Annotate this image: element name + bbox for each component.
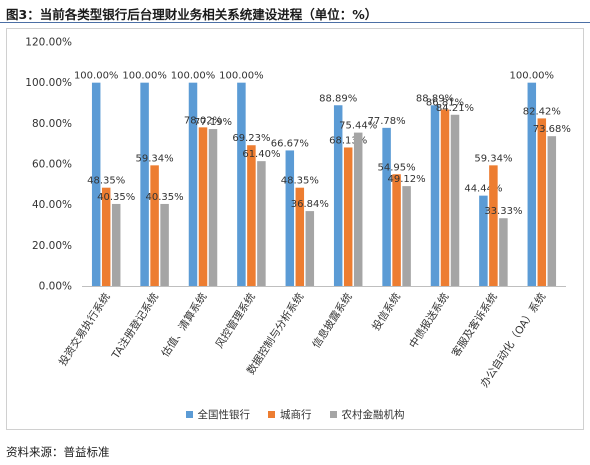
bar — [111, 203, 121, 286]
y-tick-label: 20.00% — [32, 240, 72, 252]
data-label: 54.95% — [378, 162, 416, 173]
data-label: 86.81% — [426, 97, 464, 108]
x-tick-label: 信息披露系统 — [310, 290, 355, 350]
legend-label-city: 城商行 — [280, 409, 312, 421]
y-tick-label: 120.00% — [25, 37, 72, 49]
data-label: 59.34% — [136, 153, 174, 164]
x-tick-label: 估值、清算系统 — [159, 290, 210, 359]
data-label: 88.89% — [416, 93, 454, 104]
bar — [237, 82, 246, 287]
source-note: 资料来源：普益标准 — [6, 445, 110, 459]
x-tick-label: 投信系统 — [369, 290, 403, 333]
bar — [527, 82, 537, 287]
chart-legend: 全国性银行 城商行 农村金融机构 — [0, 407, 590, 422]
legend-item-city: 城商行 — [268, 407, 312, 422]
y-tick-label: 80.00% — [32, 118, 72, 130]
title-rule — [0, 22, 590, 23]
y-tick-label: 40.00% — [32, 199, 72, 211]
bar — [353, 132, 363, 286]
x-tick-label: TA注册登记系统 — [108, 290, 161, 362]
data-label: 73.68% — [533, 124, 571, 135]
bar — [101, 187, 111, 286]
bar — [479, 195, 488, 286]
data-label: 68.13% — [329, 135, 367, 146]
data-label: 48.35% — [87, 176, 125, 187]
data-label: 100.00% — [171, 71, 216, 82]
x-tick-label: 投资交易执行系统 — [56, 290, 113, 368]
legend-swatch-rural — [329, 411, 337, 418]
bar — [402, 186, 411, 286]
bar — [160, 203, 169, 286]
data-label: 69.23% — [232, 133, 270, 144]
legend-item-rural: 农村金融机构 — [329, 407, 405, 422]
bar — [247, 145, 256, 286]
x-tick-label: 中债报送系统 — [406, 290, 451, 350]
y-tick-label: 60.00% — [32, 159, 72, 171]
data-label: 77.19% — [194, 117, 232, 128]
legend-item-national: 全国性银行 — [185, 407, 251, 422]
bar — [91, 82, 101, 287]
bar — [450, 114, 460, 286]
bar — [198, 127, 208, 286]
bar — [489, 165, 498, 286]
legend-label-rural: 农村金融机构 — [341, 409, 405, 421]
data-label: 36.84% — [291, 199, 329, 210]
x-tick-label: 风控管理系统 — [213, 290, 258, 350]
bar — [392, 174, 401, 286]
data-label: 88.89% — [319, 93, 357, 104]
data-label: 100.00% — [510, 71, 555, 82]
data-label: 77.78% — [368, 116, 406, 127]
x-tick-label: 客服及客诉系统 — [449, 290, 500, 359]
data-label: 75.44% — [339, 121, 377, 132]
bar — [305, 211, 315, 286]
data-label: 78.02% — [184, 115, 222, 126]
bar — [440, 109, 450, 287]
bar — [150, 165, 159, 286]
data-label: 100.00% — [219, 71, 264, 82]
data-label: 49.12% — [388, 174, 426, 185]
bar — [140, 82, 149, 287]
data-label: 84.21% — [436, 103, 474, 114]
data-label: 61.40% — [242, 149, 280, 160]
legend-swatch-national — [185, 411, 193, 418]
data-label: 48.35% — [281, 176, 319, 187]
bar — [499, 218, 508, 286]
bar — [333, 105, 343, 286]
y-tick-label: 0.00% — [39, 281, 72, 293]
data-label: 44.44% — [464, 184, 502, 195]
bar — [547, 136, 557, 286]
bar — [208, 129, 218, 286]
y-tick-label: 100.00% — [25, 77, 72, 89]
figure-title: 图3：当前各类型银行后台理财业务相关系统建设进程（单位：%） — [6, 7, 378, 22]
bar — [188, 82, 198, 287]
data-label: 40.35% — [146, 192, 184, 203]
bar — [295, 187, 305, 286]
bar — [382, 127, 391, 286]
bar — [343, 147, 353, 286]
bar — [537, 118, 547, 287]
data-label: 100.00% — [74, 71, 119, 82]
data-label: 82.42% — [523, 106, 561, 117]
bar — [285, 150, 295, 286]
bar — [430, 105, 440, 286]
data-label: 33.33% — [484, 206, 522, 217]
bar — [257, 161, 266, 286]
data-label: 40.35% — [97, 192, 135, 203]
data-label: 100.00% — [122, 71, 167, 82]
data-label: 66.67% — [271, 138, 309, 149]
legend-swatch-city — [268, 411, 275, 418]
data-label: 59.34% — [474, 153, 512, 164]
legend-label-national: 全国性银行 — [197, 409, 251, 421]
